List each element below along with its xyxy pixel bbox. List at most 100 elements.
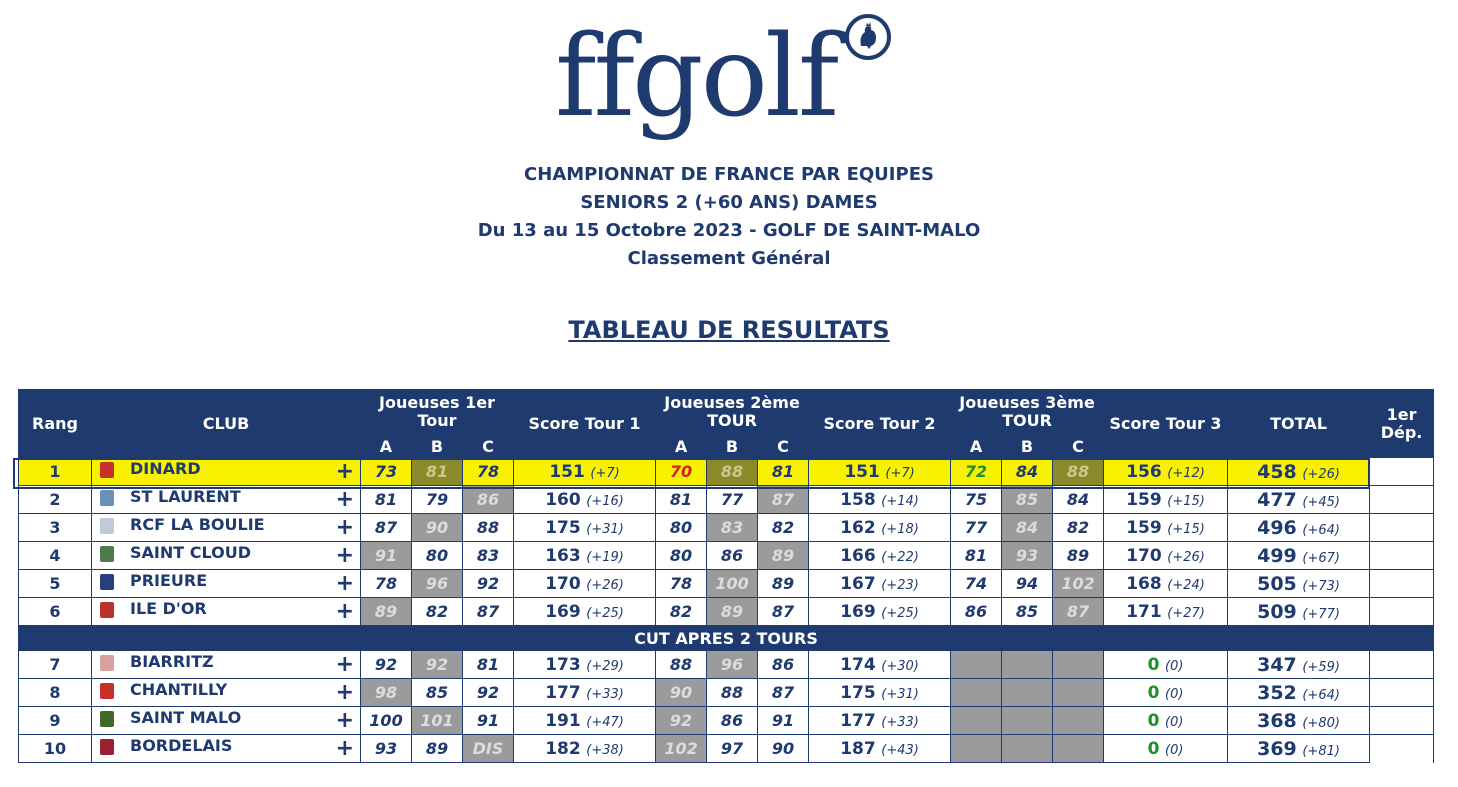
col-t3-b: B: [1001, 434, 1054, 458]
total-score: 458: [1257, 460, 1297, 483]
round-score: 151: [844, 461, 880, 482]
expand-plus-button[interactable]: +: [335, 543, 354, 568]
player-score: 89: [706, 597, 759, 626]
round-score: 174: [840, 654, 876, 675]
player-score: 88: [706, 457, 759, 486]
club-cell: RCF LA BOULIE +: [91, 513, 361, 542]
round-score: 169: [545, 601, 581, 622]
player-score: 80: [411, 541, 463, 570]
col-t2-a: A: [655, 434, 708, 458]
dates-venue: Du 13 au 15 Octobre 2023 - GOLF DE SAINT…: [477, 220, 981, 241]
total-score: 347: [1257, 653, 1297, 676]
player-score: 102: [655, 734, 708, 763]
round-score: 158: [840, 489, 876, 510]
player-score: 87: [757, 678, 810, 707]
total-score: 368: [1257, 709, 1297, 732]
round-score: 0: [1147, 682, 1160, 703]
player-score: 84: [1001, 457, 1054, 486]
round-score: 169: [840, 601, 876, 622]
round-score: 151: [549, 461, 585, 482]
round-score: 171: [1126, 601, 1162, 622]
round-score: 0: [1147, 654, 1160, 675]
player-score: 86: [706, 706, 759, 735]
round-score-cell: 167 (+23): [808, 569, 952, 598]
round-par: (+38): [586, 742, 624, 758]
round-score: 160: [545, 489, 581, 510]
round-score: 177: [840, 710, 876, 731]
round-score: 177: [545, 682, 581, 703]
round-score-cell: 0 (0): [1103, 734, 1229, 763]
table-row: 1 DINARD +73 81 78 151 (+7) 70 88 81 151 (+7) 72 84…: [18, 457, 1435, 486]
player-score: 94: [1001, 569, 1054, 598]
player-score: 102: [1052, 569, 1105, 598]
round-score: 175: [545, 517, 581, 538]
round-score-cell: 159 (+15): [1103, 513, 1229, 542]
table-row: 8 CHANTILLY +98 85 92 177 (+33) 90 88 87 175 (+31…: [18, 678, 1435, 707]
round-par: (0): [1165, 658, 1184, 674]
total-score: 352: [1257, 681, 1297, 704]
player-score: 89: [757, 541, 810, 570]
rank-cell: 5: [18, 569, 92, 598]
empty-score-cell: [1001, 706, 1054, 735]
col-club: CLUB: [91, 389, 361, 458]
player-score: 81: [411, 457, 463, 486]
club-crest-icon: [100, 601, 114, 618]
col-t2-b: B: [706, 434, 759, 458]
club-name: SAINT MALO: [130, 708, 242, 727]
expand-plus-button[interactable]: +: [335, 736, 354, 761]
player-score: 75: [950, 485, 1003, 514]
round-par: (0): [1165, 686, 1184, 702]
club-name: ILE D'OR: [130, 599, 207, 618]
dep-cell: [1369, 650, 1435, 679]
expand-plus-button[interactable]: +: [335, 487, 354, 512]
table-title: TABLEAU DE RESULTATS: [568, 316, 890, 344]
player-score: 90: [757, 734, 810, 763]
round-score-cell: 187 (+43): [808, 734, 952, 763]
expand-plus-button[interactable]: +: [335, 680, 354, 705]
rank-cell: 6: [18, 597, 92, 626]
round-score-cell: 191 (+47): [513, 706, 657, 735]
round-par: (+22): [881, 549, 919, 565]
round-score-cell: 159 (+15): [1103, 485, 1229, 514]
expand-plus-button[interactable]: +: [335, 599, 354, 624]
player-score: 80: [655, 513, 708, 542]
expand-plus-button[interactable]: +: [335, 652, 354, 677]
expand-plus-button[interactable]: +: [335, 515, 354, 540]
round-par: (+18): [881, 521, 919, 537]
total-par: (+80): [1302, 715, 1340, 731]
table-row: 3 RCF LA BOULIE +87 90 88 175 (+31) 80 83 82 162 …: [18, 513, 1435, 542]
player-score: 91: [757, 706, 810, 735]
logo-wordmark: ffgolf: [555, 12, 839, 142]
club-cell: SAINT MALO +: [91, 706, 361, 735]
expand-plus-button[interactable]: +: [335, 459, 354, 484]
dep-cell: [1369, 513, 1435, 542]
club-name: BIARRITZ: [130, 652, 214, 671]
dep-cell: [1369, 569, 1435, 598]
player-score: 85: [1001, 597, 1054, 626]
empty-score-cell: [950, 706, 1003, 735]
empty-score-cell: [1052, 678, 1105, 707]
empty-score-cell: [1052, 734, 1105, 763]
round-score: 162: [840, 517, 876, 538]
round-par: (+27): [1167, 605, 1205, 621]
results-table: Rang CLUB Joueuses 1er Tour Score Tour 1…: [17, 389, 1435, 763]
dep-cell: [1369, 678, 1435, 707]
player-score: 74: [950, 569, 1003, 598]
dep-cell: [1369, 457, 1435, 486]
expand-plus-button[interactable]: +: [335, 571, 354, 596]
player-score: 79: [411, 485, 463, 514]
player-score: 83: [706, 513, 759, 542]
expand-plus-button[interactable]: +: [335, 708, 354, 733]
total-cell: 496 (+64): [1227, 513, 1371, 542]
col-t3-a: A: [950, 434, 1003, 458]
col-score1: Score Tour 1: [513, 389, 657, 458]
total-cell: 369 (+81): [1227, 734, 1371, 763]
round-par: (+29): [586, 658, 624, 674]
player-score: DIS: [461, 734, 515, 763]
player-score: 88: [655, 650, 708, 679]
player-score: 81: [461, 650, 515, 679]
empty-score-cell: [1052, 650, 1105, 679]
round-score-cell: 156 (+12): [1103, 457, 1229, 486]
player-score: 92: [655, 706, 708, 735]
col-dep: 1er Dép.: [1369, 389, 1435, 458]
